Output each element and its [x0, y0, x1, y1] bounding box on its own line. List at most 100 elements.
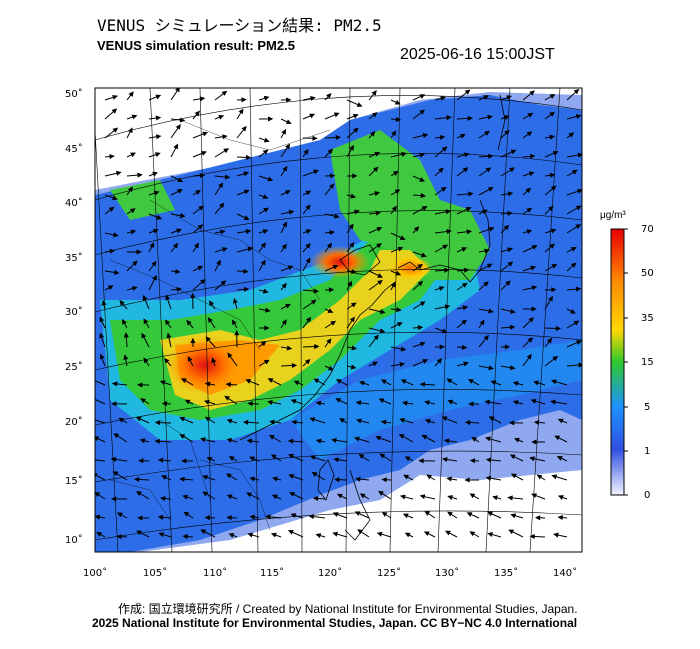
- wind-arrow-head: [327, 308, 334, 313]
- wind-arrow-head: [305, 316, 312, 323]
- wind-arrow-head: [115, 170, 122, 176]
- wind-arrow-head: [312, 495, 319, 501]
- wind-arrow-head: [570, 262, 577, 268]
- wind-arrow-head: [371, 89, 377, 96]
- wind-arrow-head: [552, 150, 559, 156]
- wind-arrow-head: [466, 229, 473, 235]
- wind-arrow-head: [534, 515, 541, 521]
- colorbar-label: 15: [641, 357, 654, 368]
- wind-arrow-head: [551, 287, 557, 293]
- wind-arrow-head: [371, 112, 378, 118]
- wind-arrow-head: [417, 263, 423, 270]
- wind-arrow: [95, 474, 106, 481]
- wind-arrow-head: [486, 263, 493, 269]
- wind-arrow-head: [577, 152, 582, 158]
- wind-arrow-head: [308, 514, 314, 520]
- wind-arrow-head: [140, 398, 146, 404]
- wind-arrow-head: [508, 420, 515, 426]
- wind-arrow-head: [557, 418, 564, 424]
- wind-arrow-head: [272, 476, 278, 482]
- wind-arrow-head: [395, 116, 402, 122]
- wind-arrow-head: [392, 170, 399, 176]
- wind-arrow-head: [349, 144, 354, 151]
- wind-arrow-head: [227, 352, 233, 359]
- wind-arrow-head: [263, 95, 270, 101]
- wind-arrow-head: [336, 493, 343, 499]
- wind-arrow-head: [531, 439, 537, 445]
- wind-arrow-head: [155, 115, 162, 121]
- wind-arrow-head: [305, 257, 311, 264]
- lon-label: 130˚: [435, 567, 459, 579]
- wind-arrow-head: [379, 453, 386, 459]
- wind-arrow-head: [310, 299, 317, 305]
- wind-arrow-head: [326, 93, 332, 99]
- wind-arrow-head: [548, 295, 553, 302]
- wind-arrow-head: [355, 418, 362, 424]
- wind-arrow-head: [354, 511, 361, 516]
- wind-arrow-head: [441, 457, 448, 463]
- wind-arrow-head: [490, 380, 497, 386]
- map-field: [89, 88, 582, 552]
- wind-arrow-head: [359, 493, 366, 499]
- wind-arrow-head: [403, 474, 410, 480]
- wind-arrow-head: [467, 115, 474, 121]
- wind-arrow-head: [461, 247, 468, 252]
- wind-arrow-head: [512, 400, 519, 406]
- wind-arrow-head: [510, 513, 517, 519]
- wind-arrow-head: [262, 288, 269, 294]
- latitude-labels: 50˚ 45˚ 40˚ 35˚ 30˚ 25˚ 20˚ 15˚ 10˚: [65, 88, 83, 546]
- wind-arrow-head: [226, 437, 233, 443]
- wind-arrow-head: [461, 282, 468, 288]
- wind-arrow-head: [282, 165, 288, 172]
- wind-arrow-head: [417, 325, 424, 331]
- wind-arrow-head: [304, 358, 311, 365]
- wind-arrow-head: [575, 286, 582, 292]
- wind-arrow-head: [358, 453, 365, 460]
- title-english: VENUS simulation result: PM2.5: [97, 38, 295, 53]
- wind-arrow-head: [525, 187, 532, 194]
- wind-arrow-head: [445, 530, 451, 536]
- lat-label: 45˚: [65, 143, 83, 155]
- wind-arrow-head: [200, 279, 206, 285]
- wind-arrow-head: [377, 273, 384, 278]
- wind-arrow-head: [506, 95, 513, 101]
- wind-arrow-head: [175, 88, 180, 93]
- wind-arrow-head: [288, 454, 294, 459]
- wind-arrow-head: [179, 416, 186, 422]
- wind-arrow-head: [202, 131, 209, 137]
- wind-arrow-head: [438, 167, 444, 173]
- wind-arrow-head: [391, 130, 397, 137]
- wind-arrow-head: [421, 434, 428, 440]
- wind-arrow-head: [314, 344, 320, 350]
- wind-arrow-head: [546, 337, 553, 344]
- wind-arrow-head: [286, 345, 293, 351]
- lat-label: 15˚: [65, 475, 83, 487]
- wind-arrow-head: [549, 172, 556, 178]
- wind-arrow-head: [330, 173, 336, 179]
- wind-arrow-head: [245, 154, 252, 160]
- wind-arrow-head: [179, 434, 186, 439]
- wind-arrow-head: [355, 400, 362, 406]
- wind-arrow-head: [127, 127, 133, 134]
- wind-arrow-head: [152, 274, 157, 281]
- wind-arrow-head: [95, 514, 101, 520]
- wind-arrow-head: [180, 213, 186, 219]
- wind-arrow-head: [557, 495, 564, 500]
- wind-arrow-head: [119, 299, 125, 306]
- wind-arrow-head: [161, 401, 168, 407]
- wind-arrow-head: [550, 185, 557, 191]
- wind-arrow-head: [396, 307, 402, 313]
- wind-arrow-head: [488, 226, 495, 232]
- wind-arrow-head: [488, 416, 495, 422]
- wind-arrow-head: [95, 491, 101, 497]
- wind-arrow-head: [573, 88, 580, 95]
- wind-arrow-head: [512, 381, 519, 387]
- wind-arrow-head: [89, 458, 93, 461]
- wind-arrow-head: [488, 153, 494, 159]
- wind-arrow-head: [222, 134, 228, 140]
- wind-arrow-head: [464, 477, 470, 483]
- wind-arrow-head: [487, 511, 493, 517]
- wind-arrow-head: [285, 303, 291, 309]
- wind-arrow-head: [200, 529, 207, 535]
- wind-arrow-head: [113, 232, 119, 238]
